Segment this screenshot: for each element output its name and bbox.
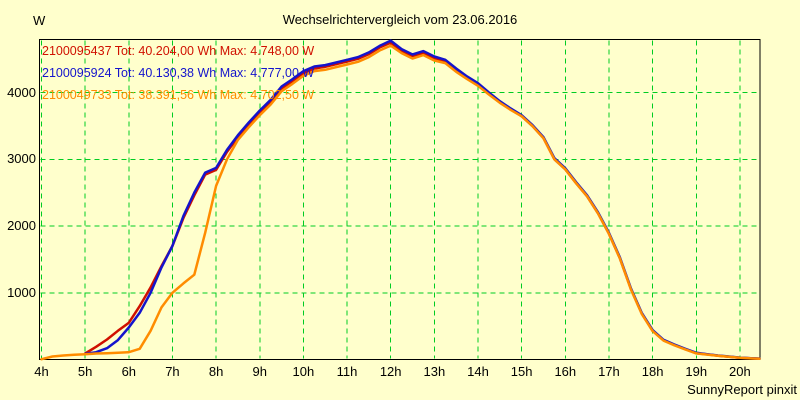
chart-title: Wechselrichtervergleich vom 23.06.2016 [282,12,518,27]
x-tick-label: 7h [165,364,180,379]
x-tick-label: 10h [292,364,315,379]
x-tick-label: 16h [554,364,577,379]
x-tick-label: 14h [467,364,489,379]
x-tick-label: 8h [208,364,224,379]
footer-brand-text: SunnyReport pinxit [687,382,797,397]
plot-border [39,39,761,360]
legend-entry-inverter-3: 2100049733 Tot: 38.391,56 Wh Max: 4.702,… [42,88,315,102]
x-tick-label: 9h [252,364,267,379]
x-tick-label: 12h [379,364,402,379]
x-tick-label: 15h [510,364,533,379]
chart-legend: 2100095437 Tot: 40.204,00 Wh Max: 4.748,… [42,40,314,106]
x-tick-label: 19h [685,364,708,379]
x-tick-label: 20h [729,364,751,379]
x-tick-label: 4h [34,364,49,379]
legend-entry-inverter-2: 2100095924 Tot: 40.130,38 Wh Max: 4.777,… [42,66,315,80]
x-tick-label: 11h [336,364,358,379]
x-tick-label: 6h [121,364,137,379]
series-curve-2100049733 [40,44,761,361]
y-tick-label: 1000 [7,284,36,300]
y-tick-label: 4000 [7,84,36,100]
y-tick-label: 2000 [7,218,36,233]
x-tick-label: 13h [423,364,446,379]
legend-entry-inverter-1: 2100095437 Tot: 40.204,00 Wh Max: 4.748,… [42,44,315,58]
x-tick-label: 5h [77,364,93,379]
x-tick-label: 17h [598,364,620,379]
y-tick-label: 3000 [7,151,36,167]
y-axis-unit-label: W [33,13,46,28]
x-tick-label: 18h [641,364,664,379]
